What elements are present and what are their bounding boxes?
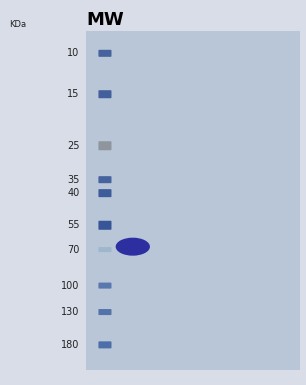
FancyBboxPatch shape <box>99 341 111 348</box>
FancyBboxPatch shape <box>99 247 111 252</box>
FancyBboxPatch shape <box>99 283 111 289</box>
Text: KDa: KDa <box>9 20 26 29</box>
Text: 55: 55 <box>67 220 80 230</box>
FancyBboxPatch shape <box>99 141 111 150</box>
Text: 100: 100 <box>61 281 80 291</box>
FancyBboxPatch shape <box>99 50 111 57</box>
FancyBboxPatch shape <box>99 189 111 197</box>
Text: 130: 130 <box>61 307 80 317</box>
Text: 40: 40 <box>67 188 80 198</box>
Text: 25: 25 <box>67 141 80 151</box>
Text: 70: 70 <box>67 244 80 254</box>
Text: 35: 35 <box>67 175 80 185</box>
Text: 10: 10 <box>67 48 80 58</box>
Text: 15: 15 <box>67 89 80 99</box>
Text: MW: MW <box>86 11 124 29</box>
FancyBboxPatch shape <box>99 90 111 98</box>
FancyBboxPatch shape <box>99 176 111 183</box>
FancyBboxPatch shape <box>99 221 111 230</box>
FancyBboxPatch shape <box>99 309 111 315</box>
Text: 180: 180 <box>61 340 80 350</box>
Ellipse shape <box>116 238 150 256</box>
